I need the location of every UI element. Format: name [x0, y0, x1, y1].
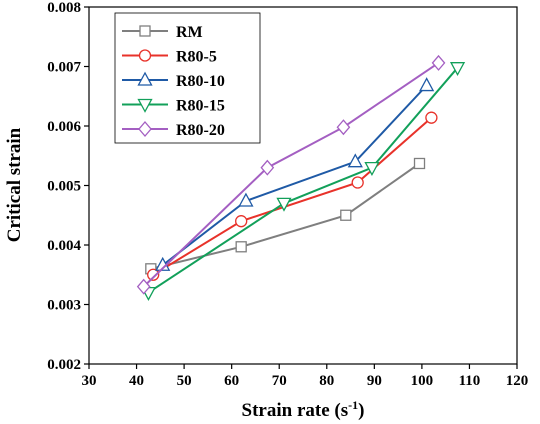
- series-rm: [145, 157, 426, 275]
- data-point: [238, 192, 254, 207]
- legend-marker: [138, 49, 152, 62]
- y-tick-label: 0.004: [47, 238, 81, 254]
- data-point: [136, 278, 151, 295]
- data-point: [364, 161, 380, 177]
- legend-item: RM: [122, 24, 203, 41]
- data-point: [431, 54, 446, 71]
- legend-marker: [138, 121, 152, 137]
- data-point: [260, 159, 275, 176]
- y-tick-label: 0.003: [47, 298, 81, 314]
- legend-box: [114, 12, 261, 144]
- x-tick-label: 60: [224, 373, 239, 389]
- y-tick-label: 0.008: [47, 0, 81, 16]
- data-point: [351, 176, 364, 189]
- x-tick-label: 110: [459, 373, 481, 389]
- data-point: [235, 241, 247, 253]
- series-line: [152, 116, 433, 276]
- x-tick-label: 70: [272, 373, 287, 389]
- x-tick-label: 120: [506, 373, 529, 389]
- legend-label: R80-15: [176, 98, 225, 115]
- data-point: [147, 268, 160, 281]
- x-tick-label: 100: [411, 373, 434, 389]
- y-axis-ticks: 0.002 0.003 0.004 0.005 0.006 0.007 0.008: [47, 0, 89, 373]
- legend: RM R80-5 R80-10 R80-15 R80-20: [114, 12, 261, 144]
- data-point: [276, 197, 292, 212]
- series-line: [162, 84, 428, 266]
- legend-item: R80-10: [122, 71, 225, 90]
- x-tick-label: 40: [129, 373, 144, 389]
- series-line: [143, 62, 440, 288]
- legend-label: RM: [176, 24, 203, 41]
- legend-label: R80-5: [176, 49, 217, 66]
- y-tick-label: 0.007: [47, 60, 81, 76]
- series-r80-10: [155, 77, 435, 271]
- data-point: [347, 153, 363, 168]
- x-tick-label: 50: [177, 373, 192, 389]
- legend-item: R80-20: [122, 121, 225, 139]
- x-axis-ticks: 30 40 50 60 70 80 90 100 110 120: [82, 364, 529, 389]
- y-tick-label: 0.005: [47, 179, 81, 195]
- data-point: [235, 215, 248, 228]
- series-line: [150, 162, 421, 270]
- legend-item: R80-5: [122, 49, 217, 66]
- data-point: [336, 119, 351, 136]
- legend-marker: [139, 25, 151, 37]
- legend-item: R80-15: [122, 98, 225, 115]
- y-tick-label: 0.006: [47, 119, 81, 135]
- x-tick-label: 80: [319, 373, 334, 389]
- legend-label: R80-10: [176, 73, 225, 90]
- series-r80-20: [136, 54, 446, 295]
- x-axis-title: Strain rate (s-1): [242, 398, 365, 421]
- data-point: [419, 77, 435, 92]
- x-tick-label: 90: [367, 373, 382, 389]
- data-point: [449, 62, 466, 77]
- series-layer: [136, 54, 466, 301]
- data-point: [340, 209, 352, 221]
- series-line: [147, 67, 459, 294]
- y-tick-label: 0.002: [47, 357, 81, 373]
- legend-label: R80-20: [176, 122, 225, 139]
- data-point: [413, 157, 426, 170]
- legend-marker: [137, 71, 153, 86]
- x-tick-label: 30: [82, 373, 97, 389]
- data-point: [425, 111, 438, 124]
- legend-marker: [137, 98, 153, 113]
- y-axis-title: Critical strain: [4, 127, 25, 242]
- series-r80-5: [147, 111, 438, 281]
